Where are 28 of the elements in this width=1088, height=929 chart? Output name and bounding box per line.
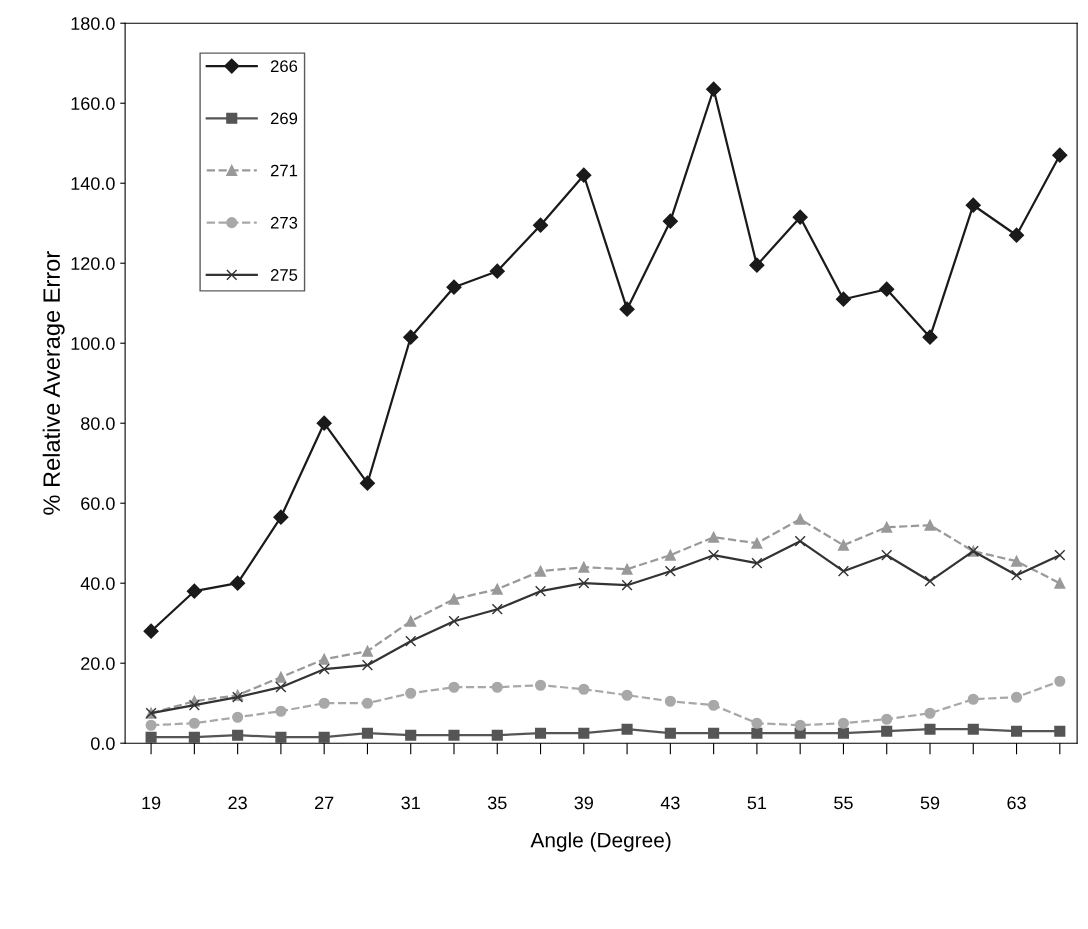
x-tick-label: 35 (487, 796, 507, 810)
y-tick-label: 80.0 (81, 417, 115, 430)
y-tick-label: 140.0 (71, 177, 115, 190)
y-tick-label: 160.0 (71, 97, 115, 110)
y-tick-label: 120.0 (71, 257, 115, 270)
y-axis-title: % Relative Average Error (42, 251, 65, 515)
legend-label: 273 (270, 216, 298, 229)
y-tick-label: 100.0 (71, 337, 115, 350)
y-tick-label: 40.0 (80, 577, 115, 590)
x-axis-title: Angle (Degree) (530, 832, 671, 852)
legend-label: 266 (270, 60, 298, 73)
y-tick-label: 60.0 (81, 497, 115, 510)
legend-label: 275 (270, 269, 298, 281)
y-tick-label: 20.0 (81, 657, 115, 670)
x-tick-label: 27 (315, 796, 334, 810)
y-tick-label: 180.0 (71, 17, 115, 30)
x-tick-label: 23 (228, 796, 247, 810)
legend-label: 271 (270, 164, 298, 177)
y-tick-label: 0.0 (91, 737, 115, 750)
x-tick-label: 43 (660, 796, 680, 810)
x-tick-label: 59 (920, 796, 940, 810)
x-tick-label: 19 (142, 796, 161, 810)
x-tick-label: 31 (401, 796, 420, 810)
x-tick-label: 39 (574, 796, 593, 810)
x-tick-label: 55 (834, 796, 853, 810)
legend-label: 269 (270, 112, 298, 125)
x-tick-label: 51 (747, 796, 767, 810)
x-tick-label: 63 (1007, 796, 1026, 810)
